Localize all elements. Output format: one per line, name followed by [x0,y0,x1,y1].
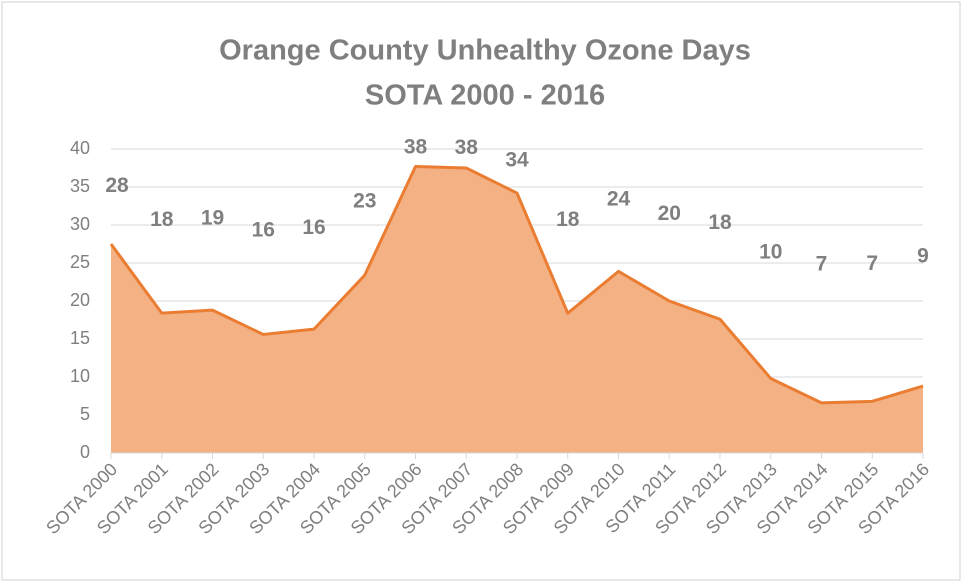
area-line [109,164,924,405]
data-label: 7 [816,253,828,276]
y-tick-label: 35 [70,176,90,196]
y-tick-label: 10 [70,366,90,386]
data-label: 16 [302,216,325,239]
data-label: 38 [404,135,428,158]
y-tick-label: 0 [80,442,90,462]
data-label: 18 [150,208,174,231]
y-tick-label: 25 [70,252,90,272]
data-label: 18 [556,208,580,231]
y-tick-label: 30 [70,214,90,234]
data-label: 9 [917,244,929,267]
chart-subtitle: SOTA 2000 - 2016 [365,80,605,112]
chart-title: Orange County Unhealthy Ozone Days [219,35,751,67]
area [111,166,923,454]
data-label: 38 [455,136,479,159]
y-tick-label: 20 [70,290,90,310]
y-tick-label: 15 [70,328,90,348]
data-label: 16 [252,219,275,242]
data-label: 10 [759,241,782,264]
data-label: 34 [505,149,529,172]
data-label: 20 [658,202,681,225]
data-label: 24 [607,187,631,210]
data-label: 23 [353,189,376,212]
data-label: 7 [866,252,878,275]
data-label: 28 [105,174,129,197]
data-label: 19 [201,207,224,230]
y-tick-label: 40 [70,138,90,158]
y-tick-label: 5 [80,404,90,424]
data-label: 18 [708,211,732,234]
